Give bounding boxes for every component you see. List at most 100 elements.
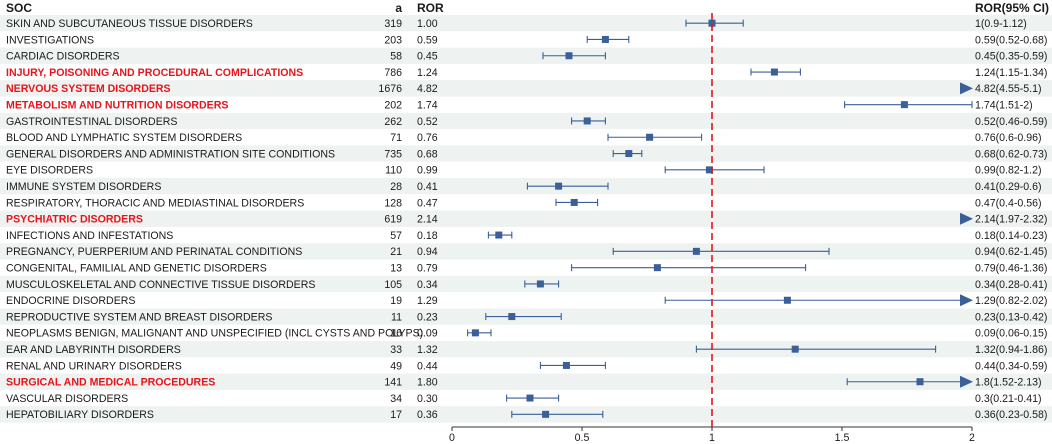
ror-value: 0.47 [417, 197, 438, 209]
soc-label: INVESTIGATIONS [6, 34, 94, 46]
header-a: a [395, 1, 402, 15]
count-a: 786 [384, 67, 402, 79]
ci-label: 0.68(0.62-0.73) [975, 148, 1047, 160]
ror-value: 1.74 [417, 99, 438, 111]
ci-label: 0.79(0.46-1.36) [975, 262, 1047, 274]
ci-label: 0.3(0.21-0.41) [975, 393, 1042, 405]
ci-label: 2.14(1.97-2.32) [975, 214, 1047, 226]
ci-label: 0.47(0.4-0.56) [975, 197, 1042, 209]
ror-value: 1.00 [417, 18, 438, 30]
ci-label: 0.34(0.28-0.41) [975, 279, 1047, 291]
ror-point [646, 133, 654, 141]
ror-point [562, 361, 570, 369]
ci-arrow [960, 375, 973, 388]
ror-point [900, 101, 908, 109]
ror-value: 4.82 [417, 83, 438, 95]
count-a: 19 [390, 295, 402, 307]
ror-point [526, 394, 534, 402]
ror-value: 1.32 [417, 344, 438, 356]
row-band [0, 15, 1052, 32]
soc-label: HEPATOBILIARY DISORDERS [6, 409, 154, 421]
row-band [0, 145, 1052, 162]
soc-label: CARDIAC DISORDERS [6, 51, 120, 63]
ror-point [916, 378, 924, 386]
count-a: 735 [384, 148, 402, 160]
ror-point [653, 264, 661, 272]
soc-label: ENDOCRINE DISORDERS [6, 295, 136, 307]
count-a: 105 [384, 279, 402, 291]
ror-point [495, 231, 503, 239]
ror-point [542, 410, 550, 418]
soc-label: GENERAL DISORDERS AND ADMINISTRATION SIT… [6, 148, 335, 160]
soc-label: IMMUNE SYSTEM DISORDERS [6, 181, 161, 193]
soc-label: SKIN AND SUBCUTANEOUS TISSUE DISORDERS [6, 18, 253, 30]
ror-value: 0.68 [417, 148, 438, 160]
soc-label: SURGICAL AND MEDICAL PROCEDURES [6, 377, 215, 389]
ror-point [770, 68, 778, 76]
ror-value: 0.79 [417, 262, 438, 274]
ror-point [583, 117, 591, 125]
ror-value: 0.44 [417, 360, 438, 372]
row-band [0, 341, 1052, 358]
ci-label: 0.23(0.13-0.42) [975, 311, 1047, 323]
ror-point [471, 329, 479, 337]
ror-value: 1.24 [417, 67, 438, 79]
count-a: 21 [390, 246, 402, 258]
ci-label: 0.99(0.82-1.2) [975, 165, 1042, 177]
ror-value: 0.52 [417, 116, 438, 128]
ror-value: 0.45 [417, 51, 438, 63]
count-a: 16 [390, 328, 402, 340]
count-a: 619 [384, 214, 402, 226]
count-a: 11 [391, 311, 402, 323]
count-a: 34 [390, 393, 402, 405]
x-tick-label: 0 [449, 432, 455, 444]
soc-label: GASTROINTESTINAL DISORDERS [6, 116, 178, 128]
ci-label: 0.52(0.46-0.59) [975, 116, 1047, 128]
x-axis: 0 0.5 1 1.5 2 [449, 426, 975, 444]
ci-label: 4.82(4.55-5.1) [975, 83, 1042, 95]
count-a: 13 [390, 262, 402, 274]
row-band [0, 80, 1052, 97]
ror-point [570, 198, 578, 206]
count-a: 128 [384, 197, 402, 209]
ror-value: 0.34 [417, 279, 438, 291]
ror-value: 0.23 [417, 311, 438, 323]
soc-label: METABOLISM AND NUTRITION DISORDERS [6, 99, 228, 111]
ci-label: 1.74(1.51-2) [975, 99, 1033, 111]
ci-label: 0.09(0.06-0.15) [975, 328, 1047, 340]
ror-value: 2.14 [417, 214, 438, 226]
ci-label: 1.32(0.94-1.86) [975, 344, 1047, 356]
ror-point [705, 166, 713, 174]
ror-point [508, 313, 516, 321]
count-a: 28 [390, 181, 402, 193]
count-a: 203 [384, 34, 402, 46]
header-soc: SOC [6, 1, 32, 15]
soc-label: PSYCHIATRIC DISORDERS [6, 214, 143, 226]
row-band [0, 373, 1052, 390]
ror-point [565, 52, 573, 60]
rows: SKIN AND SUBCUTANEOUS TISSUE DISORDERS 31… [6, 18, 1047, 421]
count-a: 1676 [378, 83, 402, 95]
ror-value: 0.30 [417, 393, 438, 405]
count-a: 49 [390, 360, 402, 372]
ci-label: 1.24(1.15-1.34) [975, 67, 1047, 79]
row-band [0, 47, 1052, 64]
row-band [0, 210, 1052, 227]
offscale-arrow [960, 82, 973, 95]
count-a: 58 [390, 51, 402, 63]
count-a: 202 [384, 99, 402, 111]
header-ror: ROR [417, 1, 444, 15]
ci-label: 0.44(0.34-0.59) [975, 360, 1047, 372]
row-band [0, 178, 1052, 195]
ror-value: 0.09 [417, 328, 438, 340]
ci-label: 0.41(0.29-0.6) [975, 181, 1042, 193]
count-a: 33 [390, 344, 402, 356]
ci-label: 0.18(0.14-0.23) [975, 230, 1047, 242]
count-a: 262 [384, 116, 402, 128]
header-ci: ROR(95% CI) [975, 1, 1049, 15]
soc-label: EAR AND LABYRINTH DISORDERS [6, 344, 181, 356]
ci-label: 0.94(0.62-1.45) [975, 246, 1047, 258]
count-a: 17 [390, 409, 402, 421]
ror-value: 0.41 [417, 181, 438, 193]
